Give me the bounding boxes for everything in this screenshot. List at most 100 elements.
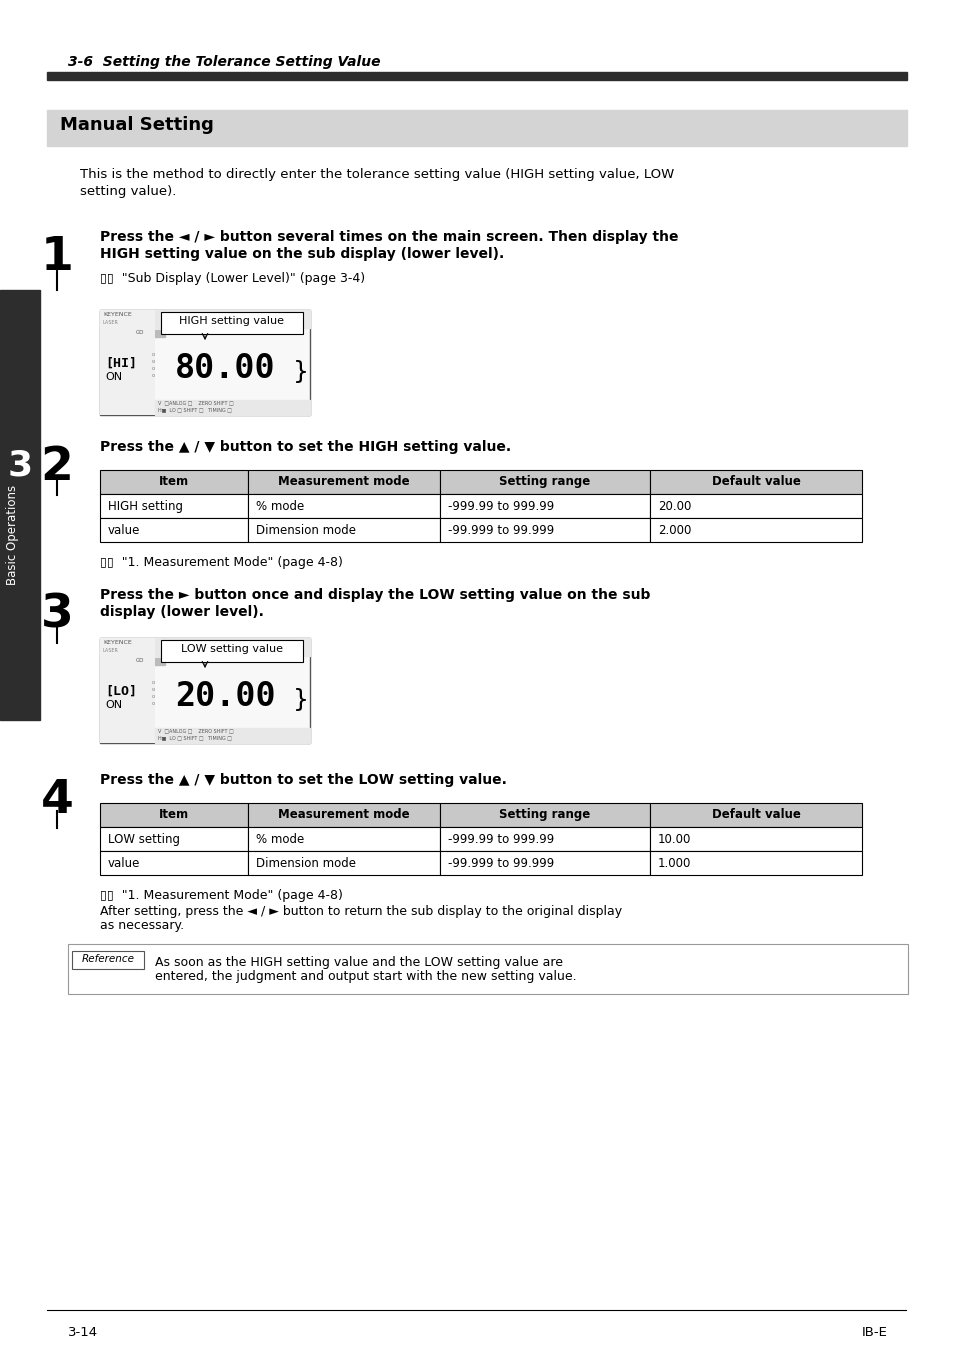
Text: ▯▯  "1. Measurement Mode" (page 4-8): ▯▯ "1. Measurement Mode" (page 4-8) — [100, 890, 342, 902]
Text: [LO]: [LO] — [105, 685, 137, 698]
Text: H■  LO □ SHIFT □   TIMING □: H■ LO □ SHIFT □ TIMING □ — [158, 407, 232, 412]
FancyBboxPatch shape — [161, 639, 303, 662]
Text: Measurement mode: Measurement mode — [278, 475, 410, 488]
Text: Default value: Default value — [711, 475, 800, 488]
Text: 2: 2 — [41, 445, 73, 489]
Text: Setting range: Setting range — [498, 475, 590, 488]
Bar — [248, 850, 439, 875]
Bar — [100, 803, 248, 827]
Bar — [439, 493, 649, 518]
Text: Reference: Reference — [81, 955, 134, 964]
Text: 3-6  Setting the Tolerance Setting Value: 3-6 Setting the Tolerance Setting Value — [68, 55, 380, 69]
Text: LOW setting: LOW setting — [108, 833, 180, 846]
Text: Dimension mode: Dimension mode — [255, 857, 355, 869]
Bar — [47, 72, 906, 80]
Bar — [439, 827, 649, 850]
Text: 3-14: 3-14 — [68, 1326, 98, 1338]
Text: H■  LO □ SHIFT □   TIMING □: H■ LO □ SHIFT □ TIMING □ — [158, 735, 232, 740]
Text: o: o — [152, 687, 155, 692]
Bar — [248, 518, 439, 542]
Bar — [0, 289, 40, 721]
Text: o: o — [152, 360, 155, 364]
Bar — [649, 470, 862, 493]
Text: 80.00: 80.00 — [174, 352, 275, 385]
Bar — [100, 827, 248, 850]
Text: Item: Item — [159, 808, 189, 821]
Text: Press the ▲ / ▼ button to set the HIGH setting value.: Press the ▲ / ▼ button to set the HIGH s… — [100, 439, 511, 454]
Text: Press the ► button once and display the LOW setting value on the sub: Press the ► button once and display the … — [100, 588, 650, 602]
Bar — [100, 310, 154, 415]
Text: value: value — [108, 857, 140, 869]
Bar — [154, 727, 310, 744]
Text: -999.99 to 999.99: -999.99 to 999.99 — [448, 833, 554, 846]
Text: Press the ▲ / ▼ button to set the LOW setting value.: Press the ▲ / ▼ button to set the LOW se… — [100, 773, 506, 787]
Text: V  □ANLOG □    ZERO SHIFT □: V □ANLOG □ ZERO SHIFT □ — [158, 727, 233, 733]
Text: display (lower level).: display (lower level). — [100, 604, 264, 619]
Bar — [649, 518, 862, 542]
Text: 10.00: 10.00 — [658, 833, 691, 846]
Bar — [47, 110, 906, 146]
Text: This is the method to directly enter the tolerance setting value (HIGH setting v: This is the method to directly enter the… — [80, 168, 674, 181]
Text: KEYENCE: KEYENCE — [103, 312, 132, 316]
Bar — [439, 518, 649, 542]
Text: % mode: % mode — [255, 500, 304, 512]
Text: After setting, press the ◄ / ► button to return the sub display to the original : After setting, press the ◄ / ► button to… — [100, 904, 621, 918]
Text: GO: GO — [136, 658, 144, 662]
Text: ▯▯  "Sub Display (Lower Level)" (page 3-4): ▯▯ "Sub Display (Lower Level)" (page 3-4… — [100, 272, 365, 285]
Bar — [100, 638, 310, 656]
Text: ▯▯  "1. Measurement Mode" (page 4-8): ▯▯ "1. Measurement Mode" (page 4-8) — [100, 556, 342, 569]
Text: V  □ANLOG □    ZERO SHIFT □: V □ANLOG □ ZERO SHIFT □ — [158, 400, 233, 406]
Text: 1.000: 1.000 — [658, 857, 691, 869]
Text: Dimension mode: Dimension mode — [255, 525, 355, 537]
Text: o: o — [152, 352, 155, 357]
Bar — [100, 638, 154, 744]
Text: LASER: LASER — [103, 648, 119, 653]
Text: KEYENCE: KEYENCE — [103, 639, 132, 645]
Text: }: } — [293, 360, 309, 384]
Bar — [135, 330, 165, 337]
Text: o: o — [152, 680, 155, 685]
Text: Default value: Default value — [711, 808, 800, 821]
Text: [HI]: [HI] — [105, 357, 137, 370]
Bar — [649, 803, 862, 827]
Bar — [154, 400, 310, 415]
Text: as necessary.: as necessary. — [100, 919, 184, 932]
Text: value: value — [108, 525, 140, 537]
Text: HIGH setting value: HIGH setting value — [179, 316, 284, 326]
Bar — [100, 310, 310, 415]
Bar — [439, 850, 649, 875]
Text: Setting range: Setting range — [498, 808, 590, 821]
Text: 4: 4 — [41, 777, 73, 823]
Text: 3: 3 — [41, 594, 73, 638]
Text: setting value).: setting value). — [80, 185, 176, 197]
Bar — [100, 850, 248, 875]
Bar — [135, 658, 165, 665]
Text: ON: ON — [105, 700, 122, 710]
Text: 2.000: 2.000 — [658, 525, 691, 537]
Text: o: o — [152, 700, 155, 706]
Text: GO: GO — [136, 330, 144, 335]
Text: ON: ON — [105, 372, 122, 383]
Text: Item: Item — [159, 475, 189, 488]
Text: 20.00: 20.00 — [174, 680, 275, 713]
Text: entered, the judgment and output start with the new setting value.: entered, the judgment and output start w… — [154, 969, 576, 983]
Bar — [68, 944, 907, 994]
Text: LASER: LASER — [103, 320, 119, 324]
Bar — [71, 950, 144, 969]
Bar — [248, 827, 439, 850]
Text: HIGH setting value on the sub display (lower level).: HIGH setting value on the sub display (l… — [100, 247, 504, 261]
Bar — [248, 470, 439, 493]
Text: HIGH setting: HIGH setting — [108, 500, 183, 512]
Text: Manual Setting: Manual Setting — [60, 116, 213, 134]
Bar — [100, 638, 310, 744]
Text: % mode: % mode — [255, 833, 304, 846]
Bar — [100, 310, 310, 329]
Bar — [439, 803, 649, 827]
FancyBboxPatch shape — [161, 312, 303, 334]
Bar — [649, 827, 862, 850]
Text: -99.999 to 99.999: -99.999 to 99.999 — [448, 857, 554, 869]
Bar — [100, 493, 248, 518]
Text: o: o — [152, 373, 155, 379]
Text: o: o — [152, 366, 155, 370]
Text: 3: 3 — [8, 448, 32, 483]
